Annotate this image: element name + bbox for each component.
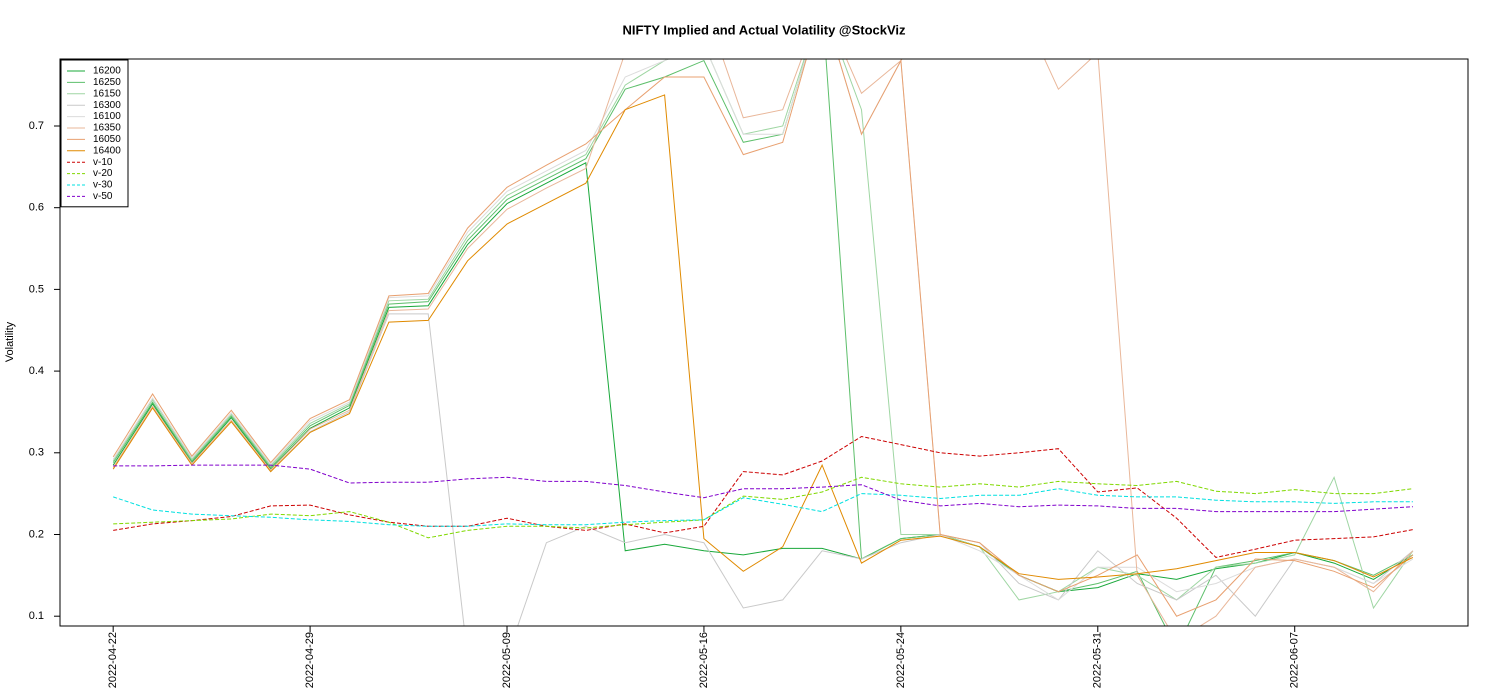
x-tick-label: 2022-05-24 <box>895 632 907 688</box>
x-tick-label: 2022-05-31 <box>1092 632 1104 688</box>
legend-label: 16400 <box>93 145 121 156</box>
series-line <box>113 476 1413 539</box>
series-line <box>112 59 1414 610</box>
legend-label: 16200 <box>93 66 121 77</box>
x-tick-label: 2022-04-29 <box>304 632 316 688</box>
series-line <box>112 313 1414 626</box>
y-tick-label: 0.3 <box>29 447 44 459</box>
y-tick-label: 0.4 <box>29 365 44 377</box>
chart-title: NIFTY Implied and Actual Volatility @Sto… <box>622 22 906 37</box>
y-tick-label: 0.6 <box>29 202 44 214</box>
plot-frame <box>59 58 1469 627</box>
y-tick-label: 0.5 <box>29 283 44 295</box>
series-line <box>112 94 1414 580</box>
legend-label: 16050 <box>93 134 121 145</box>
legend-box <box>60 59 129 208</box>
y-axis-label: Volatility <box>4 321 16 362</box>
x-tick-label: 2022-04-22 <box>107 632 119 688</box>
series-line <box>112 162 1414 593</box>
x-tick-label: 2022-05-09 <box>501 632 513 688</box>
x-tick-label: 2022-06-07 <box>1289 632 1301 688</box>
series-line <box>113 464 1413 513</box>
series-line <box>113 435 1413 558</box>
y-tick-label: 0.2 <box>29 528 44 540</box>
legend-label: 16250 <box>93 77 121 88</box>
legend-label: v-30 <box>93 180 113 191</box>
x-tick-label: 2022-05-16 <box>698 632 710 688</box>
legend-label: 16300 <box>93 100 121 111</box>
series-line <box>113 488 1413 527</box>
legend-label: v-50 <box>93 191 113 202</box>
series-line <box>112 59 1414 626</box>
legend-label: v-10 <box>93 157 113 168</box>
legend-label: 16150 <box>93 88 121 99</box>
legend-label: 16100 <box>93 111 121 122</box>
series-line <box>112 59 1414 601</box>
legend-label: v-20 <box>93 168 113 179</box>
y-tick-label: 0.7 <box>29 120 44 132</box>
series-line <box>112 59 1414 617</box>
y-tick-label: 0.1 <box>29 610 44 622</box>
legend-label: 16350 <box>93 123 121 134</box>
plot-lines <box>112 59 1414 626</box>
